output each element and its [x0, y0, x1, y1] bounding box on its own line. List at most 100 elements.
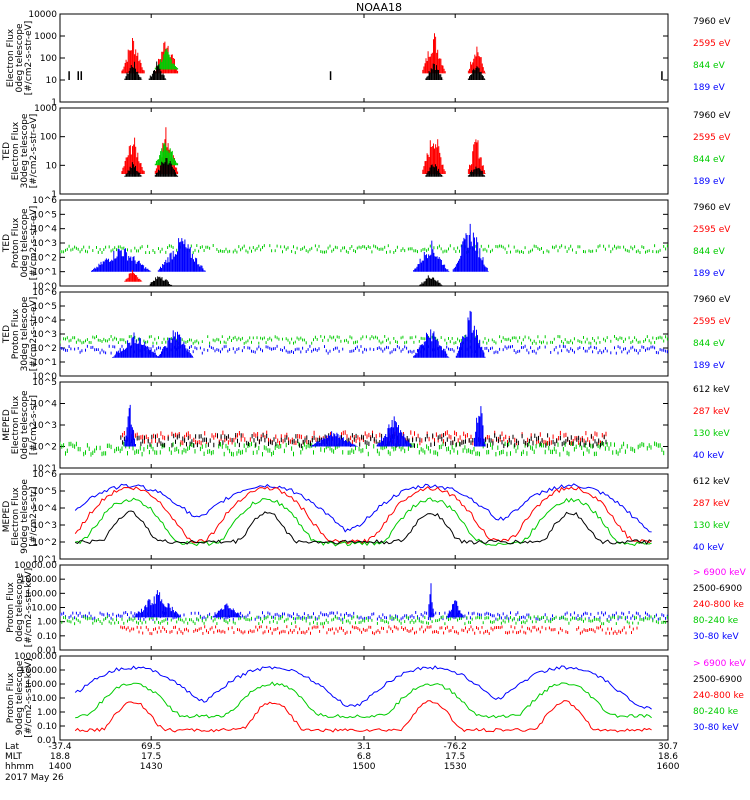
burst-blue: [474, 406, 486, 447]
panel-data: [121, 127, 486, 177]
y-tick-label: 10^3: [32, 239, 57, 249]
time-row-label: MLT: [5, 752, 23, 762]
y-tick-label: 1.00: [37, 618, 57, 628]
panel-6: 10^1 10^2 10^3 10^4 10^5 10^6 MEPED Electron Fl…: [2, 470, 730, 565]
legend-entry: 2595 eV: [693, 39, 731, 49]
burst-blue: [133, 590, 182, 618]
series-line-blue: [74, 665, 652, 710]
panel-1: 1 10 100 1000 10000 Electron Flux 0deg telesco…: [6, 10, 731, 108]
legend-entry: 130 keV: [693, 521, 730, 531]
legend-entry: 80-240 ke: [693, 707, 739, 717]
y-tick-label: 100.00: [26, 680, 58, 690]
y-tick-label: 10^5: [32, 487, 57, 497]
y-axis-label: [#/cm2-s-str]: [29, 486, 39, 546]
legend-entry: 240-800 ke: [693, 600, 744, 610]
y-tick-label: 10^4: [32, 504, 57, 514]
panel-data: [60, 223, 668, 286]
legend-entry: 844 eV: [693, 247, 726, 257]
y-tick-label: 100: [40, 54, 57, 64]
y-tick-label: 10^2: [32, 344, 57, 354]
legend-entry: 7960 eV: [693, 111, 731, 121]
burst-blue: [124, 404, 136, 447]
y-axis-label: [#/cm2-s-str]: [29, 395, 39, 455]
panel-data: [60, 583, 668, 636]
time-row-value: 30.7: [658, 742, 678, 752]
burst-blue: [91, 248, 152, 272]
y-axis-label: TED: [2, 234, 12, 253]
burst-red: [121, 38, 145, 74]
legend-entry: 130 keV: [693, 429, 730, 439]
burst-red: [467, 139, 486, 174]
burst-blue: [413, 329, 450, 358]
legend-entry: 844 eV: [693, 61, 726, 71]
legend-entry: > 6900 keV: [693, 568, 747, 578]
baseline-green: [61, 615, 668, 626]
legend-entry: 189 eV: [693, 177, 726, 187]
burst-blue: [452, 223, 489, 272]
y-axis-label: 30deg telescope: [20, 296, 30, 371]
baseline-green: [60, 244, 668, 255]
burst-black: [419, 275, 443, 286]
time-row-value: 3.1: [357, 742, 371, 752]
y-tick-label: 100.00: [26, 589, 58, 599]
y-axis-label: Electron Flux: [6, 28, 16, 87]
time-row-value: 69.5: [141, 742, 161, 752]
legend-entry: 30-80 keV: [693, 723, 739, 733]
legend-entry: 612 keV: [693, 385, 730, 395]
legend-entry: 40 keV: [693, 451, 725, 461]
baseline-red: [120, 625, 638, 636]
y-tick-label: 100: [40, 133, 57, 143]
burst-blue: [413, 240, 450, 272]
y-axis-label: TED: [2, 142, 12, 161]
burst-blue: [446, 600, 465, 618]
burst-black: [154, 158, 179, 177]
y-tick-label: 10^4: [32, 225, 57, 235]
burst-red: [121, 137, 145, 174]
plot-date: 2017 May 26: [5, 773, 64, 783]
series-line-black: [75, 510, 652, 545]
time-row-value: 1500: [353, 762, 376, 772]
burst-blue: [455, 310, 486, 358]
panel-data: [60, 404, 665, 457]
panel-frame: [59, 107, 669, 195]
legend-entry: 7960 eV: [693, 295, 731, 305]
time-row-value: 17.5: [141, 752, 161, 762]
time-row-value: 18.6: [658, 752, 678, 762]
burst-black: [148, 276, 173, 286]
burst-black: [124, 162, 143, 177]
y-axis-label: Electron Flux: [11, 395, 21, 454]
y-tick-label: 10^4: [32, 316, 57, 326]
y-axis-label: Proton Flux: [6, 582, 16, 633]
y-tick-label: 10^3: [32, 521, 57, 531]
time-row-value: 17.5: [445, 752, 465, 762]
y-tick-label: 10^0: [32, 372, 57, 382]
burst-black: [467, 166, 486, 177]
burst-blue: [309, 431, 358, 447]
series-line-blue: [74, 483, 652, 533]
legend-entry: 40 keV: [693, 543, 725, 553]
panel-3: 10^0 10^1 10^2 10^3 10^4 10^5 10^6 TED Proton Fl…: [2, 196, 731, 292]
time-row-label: hhmm: [5, 762, 34, 772]
y-tick-label: 10000.00: [14, 652, 57, 662]
burst-black: [148, 61, 167, 80]
y-axis-label: 30deg telescope: [20, 113, 30, 188]
y-tick-label: 10^2: [32, 253, 57, 263]
panel-data: [68, 33, 663, 80]
burst-blue: [157, 238, 206, 272]
plot-title: NOAA18: [356, 1, 402, 14]
time-row-value: -76.2: [444, 742, 467, 752]
legend-entry: 287 keV: [693, 407, 730, 417]
panel-7: 0.01 0.10 1.00 10.00 100.00 1000.00 10000.00 Pr…: [6, 561, 747, 656]
legend-entry: 612 keV: [693, 477, 730, 487]
y-axis-label: [#/cm2-s-str-eV]: [29, 206, 39, 281]
y-axis-label: [#/cm2-s-str-eV]: [29, 297, 39, 372]
burst-red: [124, 270, 143, 282]
y-axis-label: 90deg telescope: [15, 660, 25, 735]
y-tick-label: 10^1: [32, 464, 57, 474]
y-tick-label: 10^2: [32, 443, 57, 453]
series-line-green: [75, 497, 652, 547]
panel-frame: [59, 473, 669, 560]
time-row-value: -37.4: [48, 742, 72, 752]
time-row-value: 6.8: [357, 752, 372, 762]
burst-black: [425, 63, 444, 80]
